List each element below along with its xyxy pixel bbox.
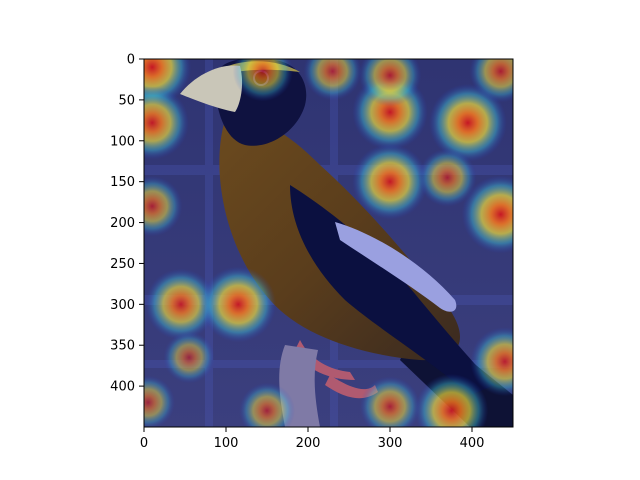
heatmap-hotspot [352,143,428,220]
x-tick-label: 300 [378,436,403,451]
heatmap-hotspot [358,59,422,107]
x-tick-label: 200 [296,436,321,451]
heatmap-hotspot [429,83,507,162]
y-tick-label: 50 [118,93,135,108]
x-tick-label: 400 [460,436,485,451]
heatmap-hotspot [469,59,513,103]
heatmap-hotspot [163,331,215,384]
heatmap-hotspot [232,59,293,102]
heatmap-hotspot [461,175,513,254]
heatmap-hotspot [470,327,513,397]
y-tick-label: 350 [110,339,135,354]
y-tick-label: 300 [110,298,135,313]
heatmap-hotspot [144,86,189,160]
heatmap-hotspot [239,382,295,427]
heatmap-hotspot [144,375,175,427]
y-tick-label: 400 [110,380,135,395]
x-tick-label: 0 [140,436,148,451]
x-axis: 0 100 200 300 400 [140,427,485,451]
heatmap-hotspot [418,148,477,207]
y-tick-label: 0 [127,53,135,68]
y-axis: 0 50 100 150 200 250 300 350 400 [110,53,144,395]
plot-image [144,59,513,427]
heatmap-hotspot [414,373,489,427]
heatmap-hotspot [359,376,421,427]
x-tick-label: 100 [214,436,239,451]
heatmap-hotspot [145,268,217,340]
heatmap-hotspot [144,176,183,237]
y-tick-label: 250 [110,257,135,272]
heatmap-hotspot [200,266,277,343]
axes-frame [143,58,514,428]
heatmap-overlay [144,59,513,427]
y-tick-label: 150 [110,175,135,190]
heatmap-hotspot [303,59,362,101]
y-tick-label: 200 [110,216,135,231]
y-tick-label: 100 [110,134,135,149]
